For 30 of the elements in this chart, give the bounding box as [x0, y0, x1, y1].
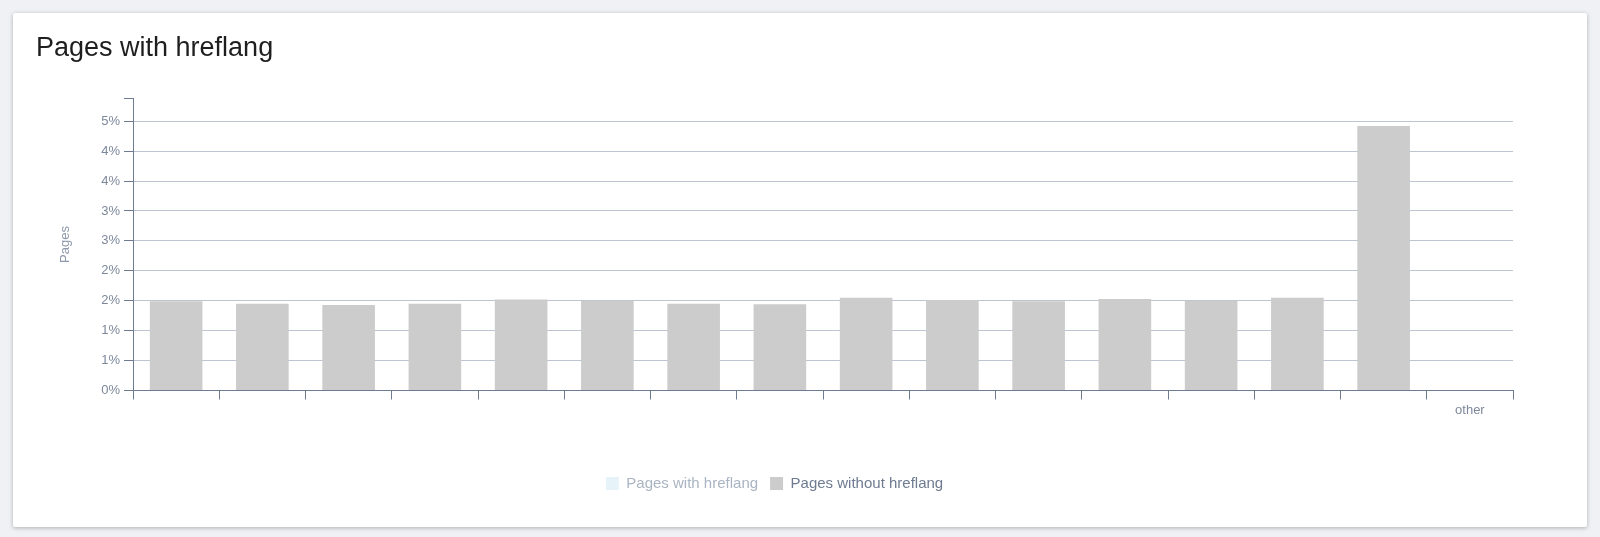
bar	[581, 300, 634, 390]
bar	[149, 301, 203, 390]
bar	[926, 300, 979, 390]
y-tick-label: 4%	[101, 142, 121, 158]
y-tick-label: 0%	[101, 382, 121, 398]
bar	[322, 304, 375, 390]
x-tick-label: other	[1455, 401, 1486, 417]
bar	[1184, 300, 1238, 390]
bar	[667, 303, 720, 390]
y-tick-label: 3%	[101, 202, 121, 218]
bar	[494, 299, 548, 390]
bar	[753, 304, 807, 390]
y-tick-label: 5%	[101, 112, 121, 128]
bar	[408, 303, 462, 390]
legend-label: Pages with hreflang	[626, 473, 759, 491]
y-tick-label: 1%	[101, 352, 121, 368]
y-tick-label: 3%	[101, 232, 121, 248]
legend-label: Pages without hreflang	[790, 473, 944, 491]
chart-title: Pages with hreflang	[36, 31, 274, 62]
bar	[236, 303, 289, 390]
bar	[1271, 297, 1324, 390]
y-tick-label: 2%	[101, 292, 121, 308]
y-tick-label: 1%	[101, 322, 121, 338]
y-axis-title: Pages	[57, 225, 73, 263]
bar	[839, 297, 893, 390]
bar	[1012, 301, 1065, 390]
y-tick-label: 4%	[101, 172, 121, 188]
bar	[1357, 125, 1410, 390]
y-tick-label: 2%	[101, 262, 121, 278]
bar	[1098, 298, 1152, 390]
